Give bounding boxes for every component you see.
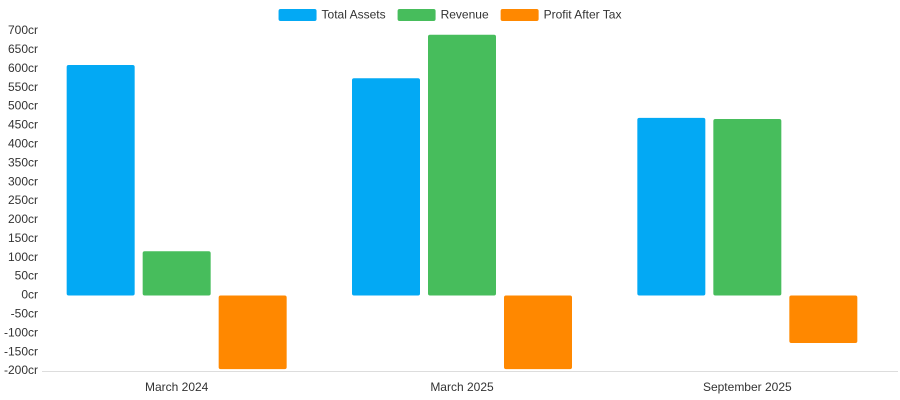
y-tick-label: 50cr	[15, 269, 38, 283]
legend-label: Profit After Tax	[544, 8, 622, 22]
bar	[504, 295, 572, 370]
y-tick-label: 650cr	[8, 42, 38, 56]
y-tick-label: -100cr	[4, 325, 38, 339]
x-tick-label: March 2024	[145, 380, 209, 394]
bar	[713, 119, 782, 296]
bar	[428, 34, 496, 296]
y-tick-label: 700cr	[8, 23, 38, 37]
y-tick-label: 450cr	[8, 118, 38, 132]
y-tick-label: -200cr	[4, 363, 38, 377]
y-tick-label: 600cr	[8, 61, 38, 75]
y-tick-label: 100cr	[8, 250, 38, 264]
legend-label: Total Assets	[322, 8, 386, 22]
x-tick-label: September 2025	[703, 380, 792, 394]
legend-swatch	[278, 9, 317, 21]
x-tick-label: March 2025	[430, 380, 494, 394]
legend-label: Revenue	[441, 8, 489, 22]
bar	[142, 251, 211, 296]
bar	[66, 65, 135, 296]
y-tick-label: 200cr	[8, 212, 38, 226]
y-tick-label: -150cr	[4, 344, 38, 358]
bar	[637, 117, 706, 296]
y-tick-label: 400cr	[8, 137, 38, 151]
y-tick-label: 250cr	[8, 193, 38, 207]
y-tick-label: 550cr	[8, 80, 38, 94]
y-tick-label: 500cr	[8, 99, 38, 113]
y-tick-label: 300cr	[8, 174, 38, 188]
y-tick-label: 150cr	[8, 231, 38, 245]
y-tick-label: 350cr	[8, 155, 38, 169]
legend-swatch	[500, 9, 539, 21]
y-tick-label: -50cr	[11, 307, 38, 321]
bar	[218, 295, 287, 370]
y-tick-label: 0cr	[21, 288, 38, 302]
bar	[352, 78, 420, 296]
legend-swatch	[397, 9, 436, 21]
bar	[789, 295, 858, 344]
